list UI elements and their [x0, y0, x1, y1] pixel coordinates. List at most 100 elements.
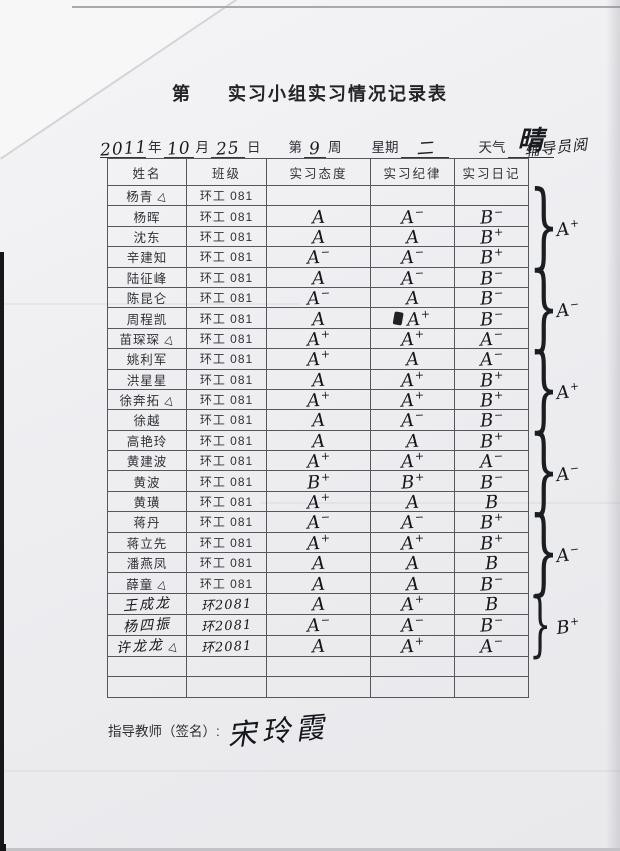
student-name: 杨青 — [126, 190, 154, 205]
cell-grade: A — [266, 552, 371, 575]
handwritten-grade: A — [311, 430, 326, 453]
cell-grade: A+ — [266, 490, 371, 514]
class-name: 环工 081 — [199, 413, 254, 428]
cell-grade: B− — [454, 614, 529, 637]
grade-sign: − — [493, 204, 504, 219]
student-name: 黄波 — [133, 475, 161, 490]
week-prefix: 第 — [288, 140, 303, 155]
cell-grade: A− — [370, 204, 455, 229]
handwritten-grade: A — [405, 430, 420, 453]
cell-student-name: 黄璜 — [107, 490, 187, 513]
cell-student-name: 蒋立先 — [107, 531, 187, 554]
cell-class: 环工 081 — [186, 511, 267, 533]
table-row: 蒋立先 环工 081 A+ A+ B+ — [107, 531, 529, 555]
handwritten-grade: A− — [306, 510, 331, 535]
class-name: 环工 081 — [199, 495, 254, 510]
grade-sign: + — [320, 327, 331, 341]
handwritten-grade: A+ — [306, 531, 331, 555]
cell-grade: B+ — [370, 470, 455, 493]
cell-grade: A− — [454, 348, 529, 371]
cell-class: 环工 081 — [186, 388, 267, 411]
cell-grade: A — [370, 490, 455, 513]
grade-sign: + — [414, 388, 425, 402]
cell-student-name: 高艳玲 — [107, 429, 187, 452]
teacher-signature-handwriting: 宋玲霞 — [225, 709, 331, 753]
grade-sign: − — [320, 510, 331, 525]
ink-scribble — [392, 310, 405, 326]
cell-grade: A+ — [266, 531, 371, 555]
cell-grade: B — [454, 592, 529, 616]
cell-student-name: 辛建知 — [107, 246, 187, 268]
cell-class: 环工 081 — [186, 368, 267, 390]
class-name: 环工 081 — [199, 331, 254, 346]
grade-sign: − — [493, 327, 504, 341]
grade-sign: + — [568, 216, 580, 231]
cell-grade: B+ — [454, 511, 529, 534]
cell-grade: A− — [266, 613, 371, 637]
grade-sign: − — [414, 266, 425, 280]
cell-grade: A− — [454, 450, 529, 473]
cell-student-name: 杨四振 — [107, 613, 187, 636]
handwritten-grade: A− — [400, 408, 425, 433]
cell-grade: A+ — [266, 388, 371, 412]
handwritten-grade: A− — [400, 204, 425, 229]
handwritten-grade: A — [405, 348, 420, 371]
grade-sign: + — [414, 634, 425, 649]
teacher-signature-line: 指导教师（签名）: 宋玲霞 — [108, 710, 330, 762]
cell-grade: A− — [370, 245, 455, 269]
cell-class: 环工 081 — [186, 470, 267, 492]
scan-edge-bottom — [0, 848, 620, 851]
cell-grade: A — [266, 266, 371, 289]
grade-sign: − — [493, 266, 504, 280]
handwritten-grade: A — [311, 308, 326, 330]
cell-class — [186, 655, 267, 678]
cell-grade: A — [266, 205, 371, 228]
cell-student-name: 洪星星 — [107, 368, 187, 390]
class-name: 环工 081 — [199, 352, 254, 367]
grade-sign: − — [414, 245, 425, 260]
table-row: 杨四振 环2081 A− A− B− — [107, 613, 529, 637]
grade-sign: + — [320, 388, 331, 402]
grade-sign: − — [493, 572, 504, 586]
student-name: 苗琛琛 — [119, 332, 161, 347]
handwritten-grade: A+ — [400, 368, 425, 392]
grade-sign: − — [320, 286, 331, 301]
grade-sign: − — [493, 286, 504, 301]
handwritten-grade: A+ — [555, 379, 580, 405]
cell-class: 环工 081 — [186, 348, 267, 370]
grade-sign: − — [493, 634, 504, 649]
grade-sign: + — [414, 592, 425, 607]
week-blank: 9 — [304, 137, 326, 159]
grade-sign: + — [414, 449, 425, 464]
class-name: 环2081 — [200, 617, 253, 636]
handwritten-grade: A+ — [306, 347, 331, 371]
cell-class: 环工 081 — [186, 429, 267, 452]
year-label: 年 — [148, 140, 162, 155]
cell-grade — [454, 676, 529, 698]
handwritten-grade: B− — [479, 204, 504, 229]
class-name: 环2081 — [200, 638, 253, 657]
class-name: 环工 081 — [199, 556, 254, 571]
grade-sign: − — [493, 408, 504, 423]
grade-sign: − — [568, 542, 580, 557]
header-attitude: 实习态度 — [266, 158, 371, 186]
handwritten-grade: B+ — [479, 368, 504, 392]
cell-class: 环2081 — [186, 592, 267, 615]
grade-sign: − — [568, 461, 580, 476]
student-name: 陈昆仑 — [126, 292, 168, 307]
grade-sign: + — [414, 368, 425, 382]
cell-class: 环工 081 — [186, 205, 267, 227]
cell-grade: B− — [454, 470, 529, 493]
handwritten-grade: A− — [306, 613, 331, 637]
table-row: 黄璜 环工 081 A+ A B — [107, 490, 529, 514]
cell-student-name — [107, 655, 187, 678]
cell-grade: B+ — [454, 225, 529, 249]
triangle-mark: △ — [167, 638, 180, 654]
handwritten-grade: A− — [555, 461, 580, 486]
cell-grade: A+ — [266, 347, 371, 371]
grade-sign: + — [493, 245, 504, 260]
cell-grade: B+ — [454, 368, 529, 392]
curly-brace: } — [529, 497, 559, 607]
handwritten-grade: A — [311, 410, 326, 432]
cell-grade: A — [266, 592, 371, 616]
